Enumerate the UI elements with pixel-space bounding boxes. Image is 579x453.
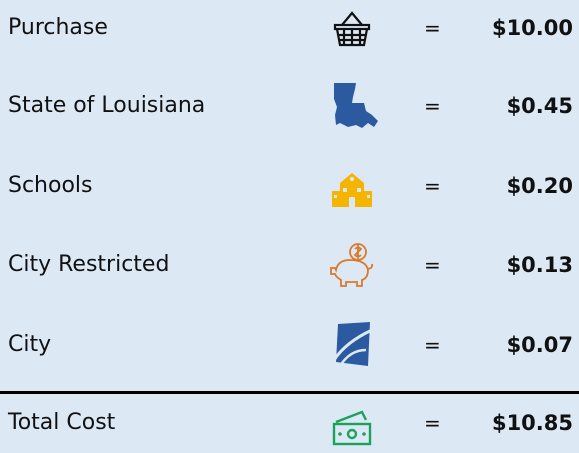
- equals-sign: =: [424, 411, 441, 435]
- row-label: City: [8, 332, 52, 357]
- equals-sign: =: [424, 333, 441, 357]
- basket-icon: [333, 11, 371, 47]
- row-schools: Schools = $0.20: [0, 161, 579, 211]
- row-label: State of Louisiana: [8, 93, 206, 118]
- amount: $10.00: [491, 16, 573, 40]
- row-state: State of Louisiana = $0.45: [0, 81, 579, 131]
- equals-sign: =: [424, 253, 441, 277]
- equals-sign: =: [424, 174, 441, 198]
- row-total: Total Cost = $10.85: [0, 398, 579, 448]
- row-label: Purchase: [8, 15, 108, 40]
- amount: $0.45: [506, 94, 573, 118]
- total-amount: $10.85: [491, 411, 573, 435]
- row-city: City = $0.07: [0, 320, 579, 370]
- equals-sign: =: [424, 16, 441, 40]
- louisiana-icon: [334, 83, 378, 128]
- row-city-restricted: City Restricted = $0.13: [0, 240, 579, 290]
- money-icon: [332, 410, 372, 446]
- amount: $0.20: [506, 174, 573, 198]
- piggy-bank-icon: [330, 243, 374, 287]
- row-purchase: Purchase = $10.00: [0, 3, 579, 53]
- school-icon: [332, 173, 372, 207]
- city-logo-icon: [332, 322, 373, 367]
- row-label: City Restricted: [8, 252, 170, 277]
- amount: $0.13: [506, 253, 573, 277]
- row-label: Schools: [8, 173, 93, 198]
- divider: [0, 391, 579, 394]
- total-label: Total Cost: [8, 410, 116, 435]
- equals-sign: =: [424, 94, 441, 118]
- amount: $0.07: [506, 333, 573, 357]
